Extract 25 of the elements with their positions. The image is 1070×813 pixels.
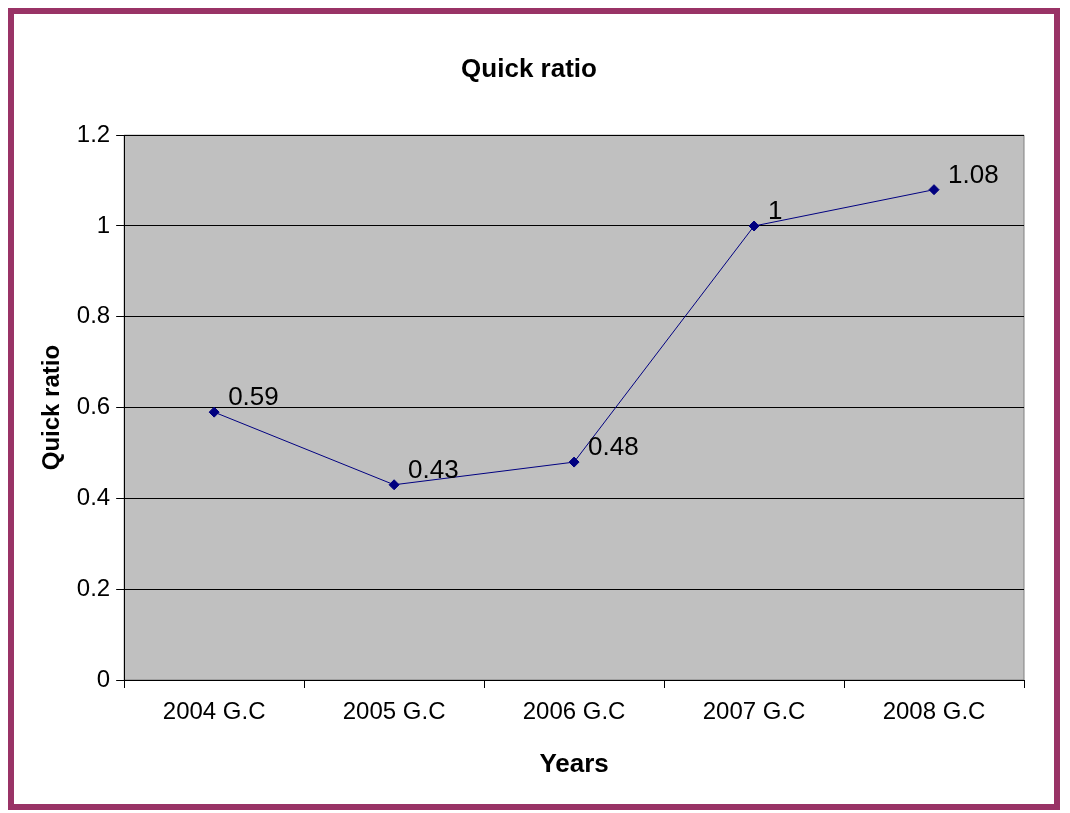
y-tick-label: 0.6 <box>76 392 111 420</box>
y-tick-label: 0.2 <box>76 573 111 601</box>
data-label: 0.43 <box>408 453 459 484</box>
y-tick-label: 0 <box>96 664 111 692</box>
x-tick-label: 2006 G.C <box>522 697 626 725</box>
point <box>568 456 580 468</box>
point <box>208 406 220 418</box>
x-tick-label: 2008 G.C <box>882 697 986 725</box>
data-label: 0.48 <box>588 431 639 462</box>
y-tick-label: 1.2 <box>76 119 111 147</box>
x-tick-label: 2007 G.C <box>702 697 806 725</box>
x-tick-label: 2005 G.C <box>342 697 446 725</box>
data-label: 1 <box>768 195 783 226</box>
y-tick-label: 0.4 <box>76 483 111 511</box>
point <box>928 184 940 196</box>
y-tick-label: 1 <box>96 210 111 238</box>
x-tick-label: 2004 G.C <box>162 697 266 725</box>
y-axis-title: Quick ratio <box>37 344 65 471</box>
data-label: 1.08 <box>948 158 999 189</box>
y-tick-label: 0.8 <box>76 301 111 329</box>
point <box>748 220 760 232</box>
x-axis-title: Years <box>539 747 609 778</box>
data-label: 0.59 <box>228 381 279 412</box>
chart-title: Quick ratio <box>461 52 597 83</box>
point <box>388 479 400 491</box>
